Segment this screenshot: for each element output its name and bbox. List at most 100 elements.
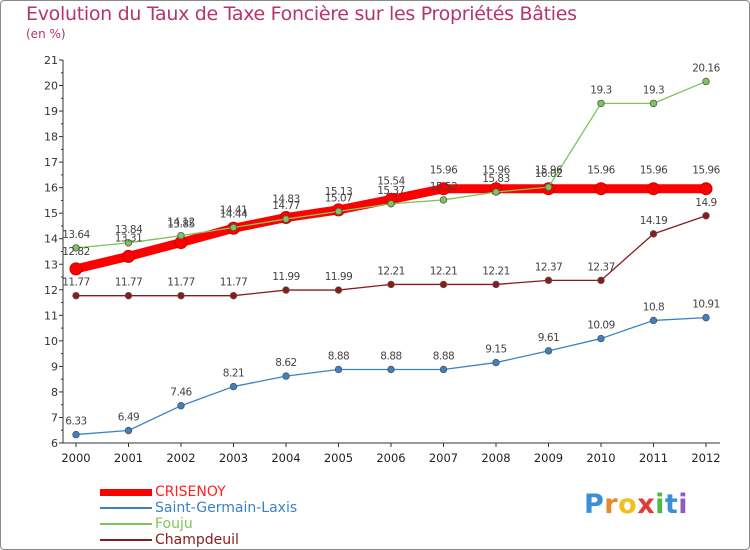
data-point <box>334 365 343 374</box>
data-point <box>594 182 608 196</box>
data-point <box>702 212 710 220</box>
x-tick-label: 2005 <box>324 451 353 465</box>
data-label: 15.96 <box>430 165 458 177</box>
data-label: 15.96 <box>482 165 510 177</box>
data-label: 6.33 <box>65 416 86 428</box>
data-label: 8.21 <box>223 368 244 380</box>
data-label: 11.77 <box>167 277 195 289</box>
data-label: 20.16 <box>692 62 720 74</box>
data-point <box>69 262 83 276</box>
data-point <box>597 99 605 108</box>
data-label: 14.19 <box>640 215 668 227</box>
data-point <box>334 207 343 216</box>
data-label: 14.41 <box>220 204 248 216</box>
logo-letter: r <box>604 489 619 520</box>
data-label: 15.96 <box>587 165 615 177</box>
data-point <box>124 426 133 435</box>
x-tick-label: 2002 <box>166 451 195 465</box>
x-tick-label: 2003 <box>219 451 248 465</box>
data-label: 13.31 <box>115 232 143 244</box>
y-tick-label: 16 <box>44 182 58 195</box>
legend-item: Saint-Germain-Laxis <box>100 500 297 516</box>
data-label: 12.37 <box>535 261 563 273</box>
data-label: 15.07 <box>325 192 353 204</box>
x-tick-label: 2001 <box>114 451 143 465</box>
data-point <box>544 276 553 285</box>
data-point <box>229 291 238 300</box>
y-tick-label: 19 <box>44 105 58 118</box>
data-point <box>439 196 448 204</box>
data-point <box>387 365 395 374</box>
data-point <box>72 244 80 252</box>
logo-letter: x <box>637 489 656 520</box>
data-label: 14.83 <box>272 194 300 206</box>
data-point <box>282 286 290 294</box>
data-point <box>492 188 500 196</box>
data-point <box>229 223 238 232</box>
data-point <box>597 334 605 343</box>
data-point <box>544 183 553 191</box>
data-label: 13.64 <box>62 229 90 241</box>
legend-swatch <box>100 507 152 509</box>
data-point <box>702 313 710 322</box>
data-label: 11.77 <box>220 277 248 289</box>
y-tick-label: 8 <box>51 386 58 399</box>
logo-letter: t <box>664 489 679 520</box>
legend-label: Champdeuil <box>155 531 239 548</box>
data-point <box>439 280 448 289</box>
data-label: 15.13 <box>325 186 353 198</box>
data-point <box>439 365 448 374</box>
logo-letter: i <box>655 489 665 520</box>
y-tick-label: 14 <box>44 233 58 246</box>
line-chart: 6 7 8 9 10 11 12 13 14 15 16 17 18 19 20 21 2000 2001 2002… <box>44 54 721 465</box>
data-label: 14.12 <box>167 217 195 229</box>
data-point <box>282 215 290 223</box>
data-label: 11.99 <box>272 271 300 283</box>
data-label: 19.3 <box>643 84 664 96</box>
data-point <box>72 430 80 439</box>
data-label: 6.49 <box>118 411 139 423</box>
y-tick-label: 15 <box>44 207 58 220</box>
x-tick-label: 2007 <box>429 451 458 465</box>
data-label: 16.02 <box>535 168 563 180</box>
data-point <box>122 249 135 263</box>
legend-swatch <box>100 539 152 541</box>
data-label: 12.21 <box>482 265 510 277</box>
data-point <box>177 402 185 410</box>
legend-item: CRISENOY <box>100 484 297 500</box>
data-label: 14.77 <box>272 200 300 212</box>
y-tick-label: 13 <box>44 258 58 271</box>
data-label: 8.62 <box>275 357 296 369</box>
data-label: 10.8 <box>643 301 664 313</box>
data-label: 12.82 <box>62 246 90 258</box>
x-tick-label: 2010 <box>586 451 615 465</box>
data-label: 15.83 <box>482 173 510 185</box>
y-tick-label: 7 <box>51 411 58 424</box>
x-tick-label: 2004 <box>271 451 300 465</box>
x-tick-label: 2012 <box>691 451 720 465</box>
data-point <box>72 291 80 300</box>
x-tick-label: 2006 <box>376 451 405 465</box>
y-tick-label: 9 <box>51 360 58 373</box>
data-label: 9.15 <box>485 344 506 356</box>
data-label: 9.61 <box>538 332 559 344</box>
data-label: 7.46 <box>170 387 192 399</box>
data-point <box>177 291 185 300</box>
data-label: 10.09 <box>587 320 615 332</box>
logo-letter: o <box>618 489 638 520</box>
data-label: 15.54 <box>377 175 405 187</box>
data-label: 15.52 <box>430 181 458 193</box>
legend-swatch <box>100 488 152 496</box>
data-label: 15.96 <box>692 165 720 177</box>
data-label: 8.88 <box>433 350 454 362</box>
data-point <box>282 372 290 380</box>
data-label: 13.84 <box>115 224 143 236</box>
y-tick-label: 10 <box>44 335 58 348</box>
y-tick-label: 21 <box>44 54 58 67</box>
data-point <box>177 231 185 240</box>
legend-item: Fouju <box>100 516 297 532</box>
data-point <box>437 182 450 196</box>
logo-letter: i <box>678 489 689 520</box>
x-tick-label: 2008 <box>481 451 510 465</box>
legend-label: Saint-Germain-Laxis <box>155 499 298 516</box>
